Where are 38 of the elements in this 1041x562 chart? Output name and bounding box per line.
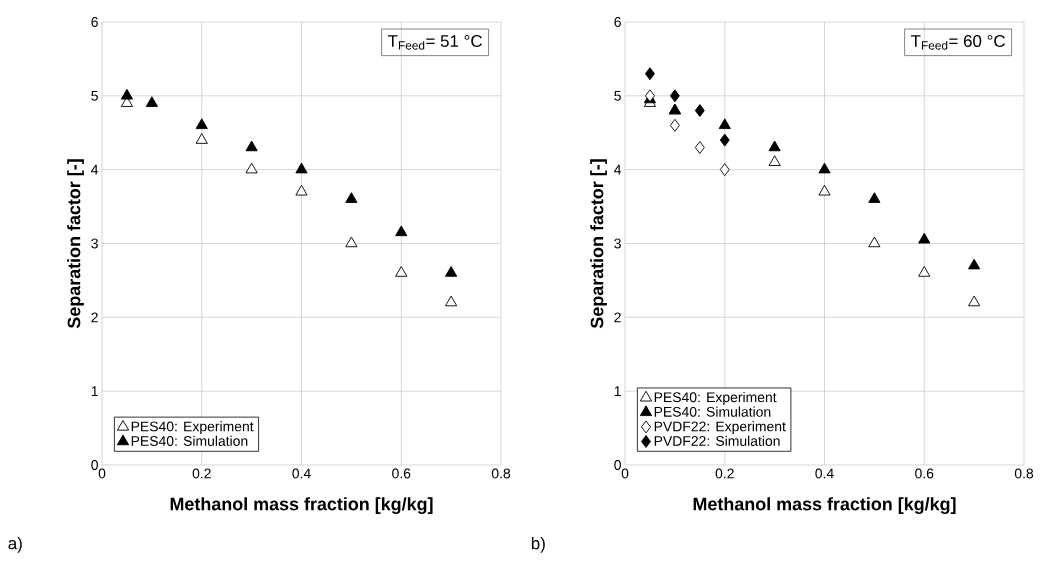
y-tick-label: 3 bbox=[91, 238, 98, 249]
y-tick-label: 1 bbox=[614, 386, 621, 396]
annotation: T$_{Feed}$= 60 °C bbox=[911, 35, 1005, 50]
x-axis-title: Methanol mass fraction [kg/kg] bbox=[170, 497, 433, 515]
legend-label: PES40: Simulation bbox=[131, 435, 248, 446]
y-tick-label: 6 bbox=[614, 17, 621, 27]
y-axis-title: Separation factor [-] bbox=[590, 159, 607, 329]
legend-label: PES40: Simulation bbox=[654, 406, 771, 417]
y-tick-label: 5 bbox=[91, 90, 98, 101]
x-axis-title: Methanol mass fraction [kg/kg] bbox=[693, 497, 956, 515]
text: b) bbox=[531, 536, 545, 553]
legend-label: PES40: Experiment bbox=[131, 421, 254, 435]
x-tick-label: 0.6 bbox=[392, 468, 411, 479]
y-tick-label: 0 bbox=[91, 460, 98, 470]
legend-label: PVDF22: Simulation bbox=[654, 435, 780, 446]
x-tick-label: 0.2 bbox=[715, 468, 734, 479]
x-tick-label: 0.4 bbox=[815, 468, 834, 479]
y-tick-label: 1 bbox=[91, 386, 98, 396]
x-tick-label: 0.6 bbox=[915, 468, 934, 479]
x-tick-label: 0.8 bbox=[1014, 468, 1034, 479]
legend-label: PES40: Experiment bbox=[654, 391, 777, 405]
x-tick-label: 0.8 bbox=[491, 468, 511, 479]
y-tick-label: 3 bbox=[614, 238, 621, 249]
y-axis-title: Separation factor [-] bbox=[67, 159, 84, 329]
annotation: T$_{Feed}$= 51 °C bbox=[388, 35, 482, 50]
y-tick-label: 6 bbox=[91, 17, 98, 27]
y-tick-label: 5 bbox=[614, 90, 621, 101]
x-tick-label: 0.2 bbox=[192, 468, 211, 479]
legend-label: PVDF22: Experiment bbox=[654, 421, 786, 435]
x-tick-label: 0.4 bbox=[292, 468, 311, 479]
x-tick-label: 0 bbox=[98, 468, 106, 479]
y-tick-label: 4 bbox=[91, 164, 99, 175]
y-tick-label: 4 bbox=[614, 164, 622, 175]
text: a) bbox=[8, 536, 22, 553]
y-tick-label: 2 bbox=[91, 312, 98, 323]
y-tick-label: 2 bbox=[614, 312, 621, 323]
x-tick-label: 0 bbox=[621, 468, 629, 479]
y-tick-label: 0 bbox=[614, 460, 621, 470]
